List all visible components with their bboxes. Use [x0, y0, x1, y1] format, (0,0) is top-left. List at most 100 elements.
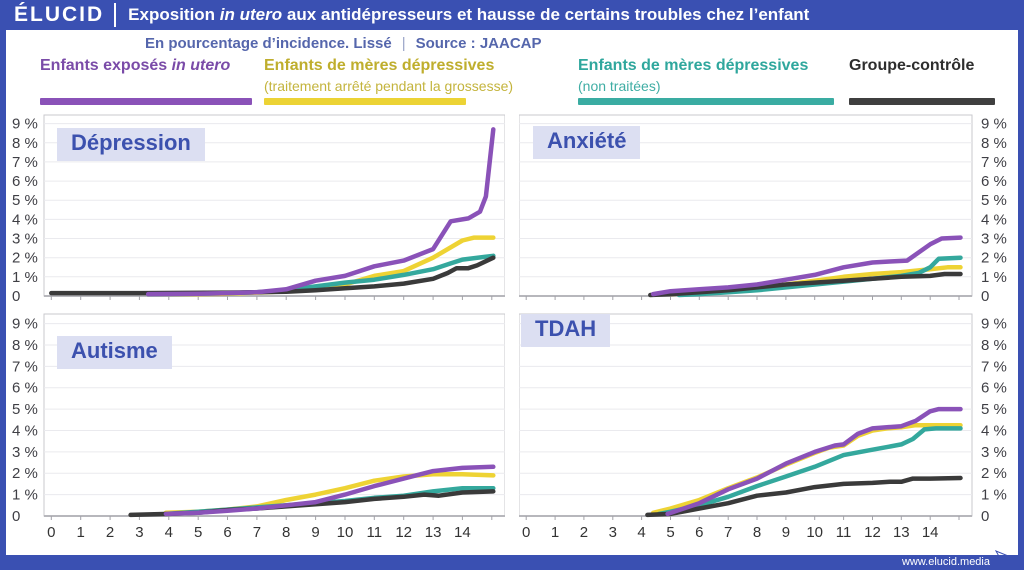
svg-text:3: 3: [135, 524, 143, 541]
legend-color-bar: [849, 98, 995, 105]
svg-text:2: 2: [106, 524, 114, 541]
legend-item-treatment-stopped: Enfants de mères dépressives (traitement…: [264, 57, 513, 108]
svg-text:6 %: 6 %: [981, 173, 1007, 190]
svg-text:8: 8: [753, 524, 761, 541]
svg-text:2: 2: [580, 524, 588, 541]
line-chart-svg: 9 % 8 % 7 % 6 % 5 % 4 % 3 % 2 % 1 % 0: [12, 114, 506, 305]
svg-text:9 %: 9 %: [12, 316, 38, 333]
svg-text:7 %: 7 %: [981, 154, 1007, 171]
svg-text:7 %: 7 %: [12, 154, 38, 171]
svg-text:4 %: 4 %: [12, 211, 38, 228]
svg-text:9: 9: [311, 524, 319, 541]
svg-text:3: 3: [609, 524, 617, 541]
elucid-logo: ÉLUCID: [14, 3, 105, 26]
subtitle-note: En pourcentage d’incidence. Lissé: [145, 35, 392, 52]
svg-text:1 %: 1 %: [981, 487, 1007, 504]
subtitle-separator: |: [401, 35, 406, 52]
page-title: Exposition in utero aux antidépresseurs …: [128, 5, 809, 25]
legend-label: Enfants de mères dépressives: [264, 57, 495, 74]
subtitle-row: En pourcentage d’incidence. Lissé | Sour…: [6, 30, 1018, 57]
legend: Enfants exposés in utero Enfants de mère…: [6, 57, 1018, 108]
svg-text:5 %: 5 %: [981, 401, 1007, 418]
legend-label: Groupe-contrôle: [849, 57, 975, 74]
svg-text:0: 0: [12, 508, 20, 525]
line-chart-svg: 9 % 8 % 7 % 6 % 5 % 4 % 3 % 2 % 1 % 0: [518, 114, 1007, 305]
footer-bar: www.elucid.media: [0, 555, 1024, 570]
svg-text:8 %: 8 %: [981, 337, 1007, 354]
chart-panel-tdah: TDAH 9 % 8 % 7 % 6 % 5 % 4 % 3 % 2 % 1 % 0 0 1 2 3 4 5 6…: [518, 312, 1018, 544]
legend-label: Enfants exposés in utero: [40, 57, 231, 74]
svg-text:9 %: 9 %: [981, 116, 1007, 133]
svg-text:1: 1: [77, 524, 85, 541]
svg-text:5: 5: [194, 524, 202, 541]
svg-text:10: 10: [337, 524, 354, 541]
svg-text:13: 13: [893, 524, 910, 541]
svg-text:4: 4: [637, 524, 645, 541]
svg-text:6: 6: [695, 524, 703, 541]
svg-text:2 %: 2 %: [981, 465, 1007, 482]
legend-sublabel: (traitement arrêté pendant la grossesse): [264, 78, 514, 94]
svg-text:0: 0: [522, 524, 530, 541]
svg-text:3 %: 3 %: [981, 231, 1007, 248]
svg-text:9 %: 9 %: [12, 116, 38, 133]
svg-text:0: 0: [12, 288, 20, 302]
svg-text:12: 12: [864, 524, 881, 541]
legend-color-bar: [40, 98, 252, 105]
svg-text:11: 11: [367, 524, 383, 541]
svg-text:4 %: 4 %: [981, 423, 1007, 440]
svg-text:0: 0: [47, 524, 55, 541]
title-italic: in utero: [219, 5, 283, 24]
legend-item-control-group: Groupe-contrôle: [849, 57, 995, 108]
title-suffix: aux antidépresseurs et hausse de certain…: [282, 5, 810, 24]
svg-text:12: 12: [395, 524, 412, 541]
svg-text:1 %: 1 %: [12, 487, 38, 504]
svg-text:5 %: 5 %: [12, 192, 38, 209]
line-chart-svg: 9 %8 %7 %6 %5 %4 %3 %2 %1 %00 1 2 3 4 5 6 7 8 9 10…: [518, 313, 1007, 541]
svg-text:7 %: 7 %: [12, 358, 38, 375]
legend-color-bar: [578, 98, 834, 105]
svg-text:3 %: 3 %: [12, 444, 38, 461]
svg-text:5 %: 5 %: [981, 192, 1007, 209]
svg-text:7: 7: [253, 524, 261, 541]
svg-text:6 %: 6 %: [12, 380, 38, 397]
svg-text:8 %: 8 %: [12, 135, 38, 152]
charts-grid: Dépression 9 % 8 % 7 % 6 % 5 % 4 % 3 % 2 % 1 % 0 …: [6, 110, 1018, 544]
svg-text:8: 8: [282, 524, 290, 541]
svg-text:5: 5: [666, 524, 674, 541]
svg-text:2 %: 2 %: [12, 465, 38, 482]
svg-text:9: 9: [782, 524, 790, 541]
header-bar: ÉLUCID Exposition in utero aux antidépre…: [0, 0, 1024, 30]
legend-item-untreated: Enfants de mères dépressives (non traité…: [578, 57, 834, 108]
svg-text:6 %: 6 %: [981, 380, 1007, 397]
svg-text:9 %: 9 %: [981, 316, 1007, 333]
svg-text:11: 11: [836, 524, 852, 541]
svg-text:6: 6: [223, 524, 231, 541]
svg-text:8 %: 8 %: [981, 135, 1007, 152]
svg-text:0: 0: [981, 508, 989, 525]
svg-text:4: 4: [165, 524, 173, 541]
chart-title-autisme: Autisme: [57, 336, 172, 369]
subtitle-source: Source : JAACAP: [415, 35, 542, 52]
svg-text:2 %: 2 %: [981, 250, 1007, 267]
legend-sublabel: (non traitées): [578, 78, 661, 94]
chart-panel-depression: Dépression 9 % 8 % 7 % 6 % 5 % 4 % 3 % 2 % 1 % 0: [6, 110, 506, 305]
svg-text:1 %: 1 %: [981, 269, 1007, 286]
svg-text:14: 14: [922, 524, 939, 541]
svg-text:6 %: 6 %: [12, 173, 38, 190]
legend-label: Enfants de mères dépressives: [578, 57, 809, 74]
svg-text:0: 0: [981, 288, 989, 302]
legend-item-exposed: Enfants exposés in utero: [40, 57, 252, 108]
svg-text:13: 13: [425, 524, 442, 541]
svg-text:2 %: 2 %: [12, 250, 38, 267]
svg-text:1: 1: [551, 524, 559, 541]
chart-title-tdah: TDAH: [521, 314, 611, 347]
left-frame-strip: [0, 0, 6, 570]
svg-text:1 %: 1 %: [12, 269, 38, 286]
svg-text:4 %: 4 %: [12, 423, 38, 440]
svg-text:3 %: 3 %: [12, 231, 38, 248]
svg-text:7: 7: [724, 524, 732, 541]
right-frame-strip: [1018, 0, 1024, 570]
svg-text:4 %: 4 %: [981, 211, 1007, 228]
chart-panel-anxiete: Anxiété 9 % 8 % 7 % 6 % 5 % 4 % 3 % 2 % 1 % 0: [518, 110, 1018, 305]
